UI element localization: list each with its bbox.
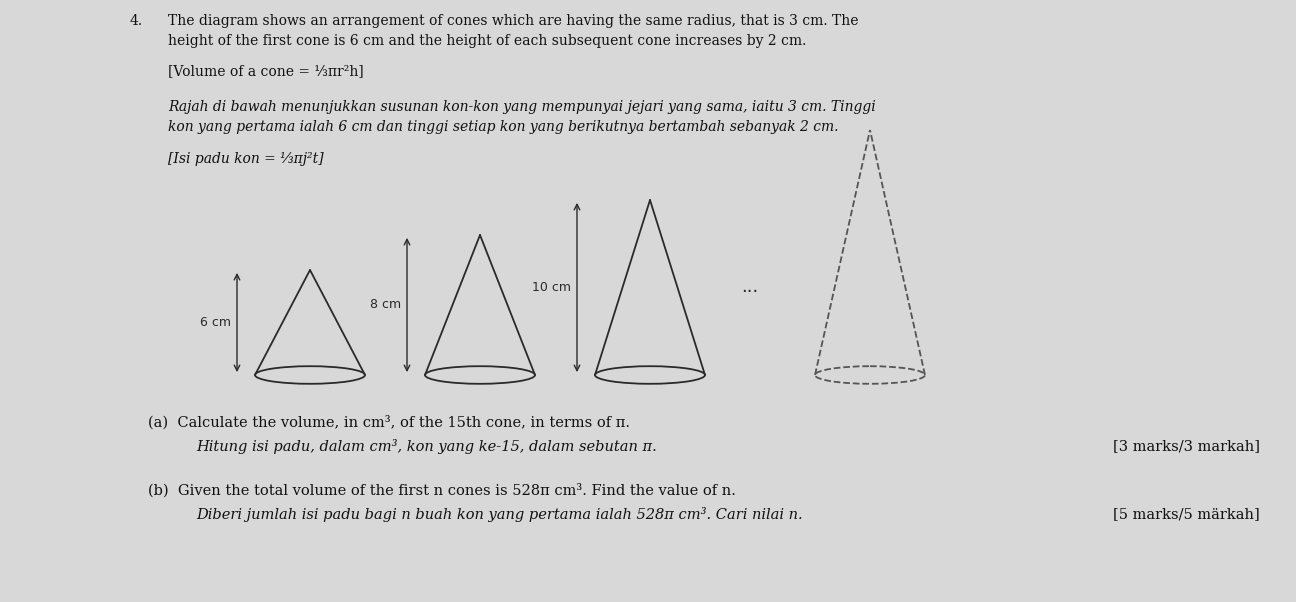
Text: [Volume of a cone = ⅓πr²h]: [Volume of a cone = ⅓πr²h] [168,64,364,78]
Text: The diagram shows an arrangement of cones which are having the same radius, that: The diagram shows an arrangement of cone… [168,14,858,48]
Text: [5 marks/5 märkah]: [5 marks/5 märkah] [1113,507,1260,521]
Text: Hitung isi padu, dalam cm³, kon yang ke-15, dalam sebutan π.: Hitung isi padu, dalam cm³, kon yang ke-… [196,439,657,454]
Text: [3 marks/3 markah]: [3 marks/3 markah] [1113,439,1260,453]
Text: 8 cm: 8 cm [369,299,400,311]
Text: (b)  Given the total volume of the first n cones is 528π cm³. Find the value of : (b) Given the total volume of the first … [148,483,736,497]
Text: [Isi padu kon = ⅓πj²t]: [Isi padu kon = ⅓πj²t] [168,152,324,166]
Text: ...: ... [741,279,758,297]
Text: Diberi jumlah isi padu bagi n buah kon yang pertama ialah 528π cm³. Cari nilai n: Diberi jumlah isi padu bagi n buah kon y… [196,507,802,522]
Text: 6 cm: 6 cm [200,316,231,329]
Text: 4.: 4. [130,14,143,28]
Text: (a)  Calculate the volume, in cm³, of the 15th cone, in terms of π.: (a) Calculate the volume, in cm³, of the… [148,415,630,429]
Text: Rajah di bawah menunjukkan susunan kon-kon yang mempunyai jejari yang sama, iait: Rajah di bawah menunjukkan susunan kon-k… [168,100,876,134]
Text: 10 cm: 10 cm [531,281,572,294]
